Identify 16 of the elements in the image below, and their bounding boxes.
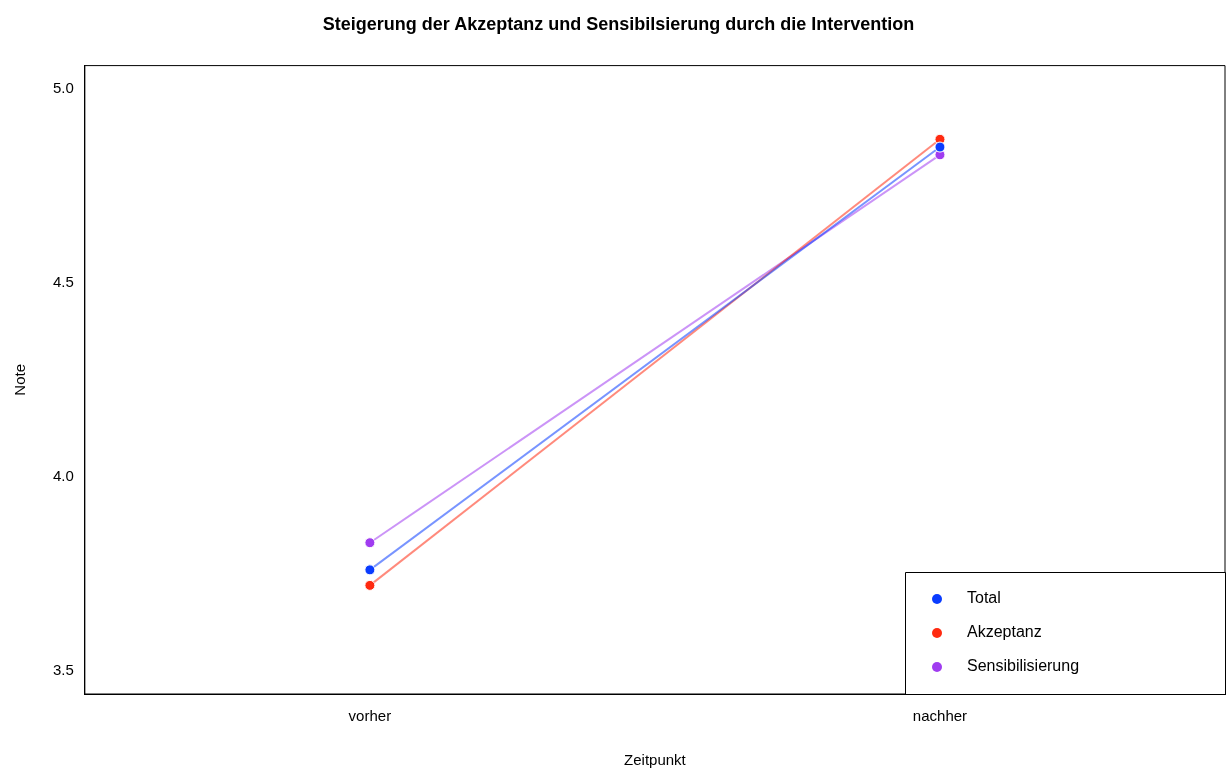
point xyxy=(364,579,376,591)
point xyxy=(934,141,946,153)
y-tick-label: 5.0 xyxy=(52,79,74,97)
legend-label: Akzeptanz xyxy=(967,623,1042,641)
y-axis-title: Note xyxy=(11,363,29,396)
y-tick-label: 4.5 xyxy=(52,272,74,290)
chart-title: Steigerung der Akzeptanz und Sensibilsierung durch die Intervention xyxy=(322,13,915,34)
point xyxy=(364,537,376,549)
point xyxy=(364,564,376,576)
y-tick-label: 3.5 xyxy=(52,660,74,678)
x-axis-title: Zeitpunkt xyxy=(624,751,687,769)
legend-label: Sensibilisierung xyxy=(967,657,1080,675)
x-tick-label: vorher xyxy=(348,707,392,725)
y-tick-label: 4.0 xyxy=(52,466,74,484)
x-tick-label: nachher xyxy=(912,707,968,725)
legend-label: Total xyxy=(967,589,1001,607)
